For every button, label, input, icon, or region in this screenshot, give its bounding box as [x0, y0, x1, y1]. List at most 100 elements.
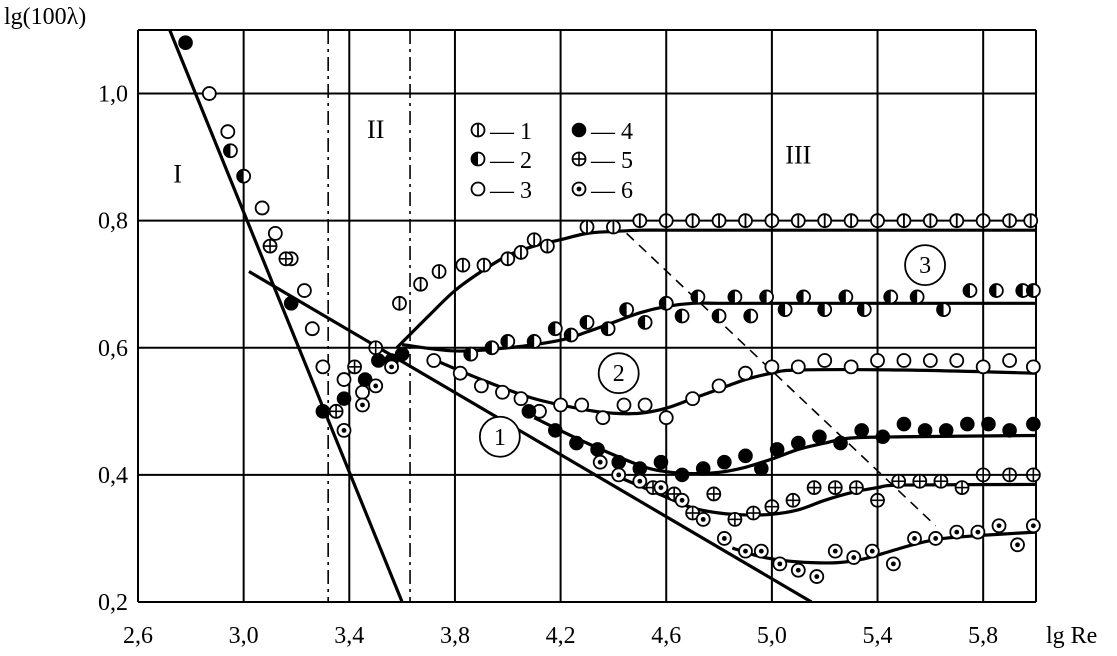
point-open — [685, 391, 701, 407]
svg-text:1: 1 — [494, 425, 506, 451]
y-tick-label: 0,2 — [98, 590, 128, 616]
point-filled — [357, 372, 373, 387]
legend-entry: — 6 — [571, 178, 633, 204]
curves — [168, 30, 1036, 602]
point-dot — [695, 511, 711, 527]
point-open — [315, 359, 331, 375]
point-half — [500, 334, 516, 349]
point-filled — [981, 416, 996, 432]
point-vbar — [513, 245, 529, 260]
point-half — [759, 289, 774, 305]
point-plus — [262, 238, 278, 254]
point-open — [616, 397, 632, 413]
point-plus — [278, 251, 294, 267]
point-dot — [716, 531, 732, 546]
point-open — [870, 353, 885, 368]
point-filled — [632, 461, 648, 476]
point-filled — [790, 435, 806, 451]
point-vbar — [738, 213, 753, 229]
point-vbar — [949, 213, 965, 229]
point-dot — [790, 562, 806, 578]
point-open — [658, 410, 674, 426]
point-plus — [891, 473, 907, 489]
y-tick-label: 0,4 — [98, 463, 128, 489]
y-tick-label: 1,0 — [98, 82, 128, 108]
point-dot — [949, 524, 965, 540]
point-open — [896, 353, 912, 368]
point-plus — [849, 480, 864, 496]
point-half — [658, 295, 674, 311]
point-dot — [885, 556, 901, 572]
point-plus — [785, 492, 801, 508]
point-vbar — [896, 213, 912, 229]
point-vbar — [843, 213, 859, 229]
point-vbar — [922, 213, 938, 229]
legend: — 1 — 2 — 3 — 4 — 5 — 6 — [470, 119, 633, 204]
point-filled — [1002, 423, 1017, 438]
point-open — [637, 397, 653, 413]
point-vbar — [817, 213, 833, 229]
point-plus — [954, 480, 970, 496]
point-filled — [896, 416, 912, 432]
legend-entry: — 5 — [571, 148, 633, 174]
point-plus — [1002, 467, 1017, 483]
point-dot — [827, 543, 843, 559]
point-plus — [368, 340, 384, 356]
point-dot — [753, 543, 769, 559]
legend-label: — 2 — [489, 148, 532, 174]
tick-labels: 2,6 3,0 3,4 3,8 4,2 4,6 5,0 5,4 5,8 0,2 0,4 0,6 0,8 1… — [98, 82, 998, 649]
svg-text:3: 3 — [919, 253, 931, 279]
point-dot — [991, 518, 1007, 534]
point-dot — [846, 550, 862, 565]
point-filled — [590, 442, 605, 457]
point-vbar — [539, 238, 555, 254]
point-open — [296, 283, 312, 298]
point-half — [600, 321, 616, 337]
point-filled — [178, 35, 193, 51]
point-filled — [738, 448, 753, 464]
point-open — [553, 397, 568, 413]
curve-number: 3 — [904, 244, 946, 287]
point-half — [236, 168, 252, 184]
point-dot — [674, 492, 690, 508]
region-label: I — [173, 160, 182, 189]
legend-marker-plus — [571, 151, 587, 167]
curve-number: 1 — [478, 415, 521, 458]
point-filled — [315, 404, 331, 419]
point-plus — [764, 499, 780, 515]
point-filled — [854, 423, 869, 438]
point-dot — [611, 467, 627, 483]
point-vbar — [711, 213, 727, 229]
data-points — [178, 35, 1041, 584]
point-half — [988, 283, 1004, 298]
x-tick-label: 4,2 — [546, 623, 576, 649]
point-dot — [738, 543, 753, 559]
point-open — [975, 359, 991, 375]
point-plus — [870, 492, 885, 508]
legend-label: — 3 — [489, 178, 532, 204]
legend-entry: — 2 — [470, 148, 532, 174]
point-open — [267, 225, 283, 241]
point-open — [426, 353, 442, 368]
legend-label: — 4 — [590, 119, 633, 145]
point-open — [790, 359, 806, 375]
point-vbar — [500, 251, 516, 267]
x-tick-label: 4,6 — [651, 623, 681, 649]
point-half — [727, 289, 743, 305]
point-open — [513, 391, 529, 407]
point-half — [743, 308, 759, 324]
point-plus — [706, 486, 722, 502]
point-half — [563, 327, 579, 343]
point-half — [619, 302, 635, 318]
point-dot — [336, 422, 352, 438]
point-vbar — [431, 264, 447, 279]
point-vbar — [975, 213, 991, 229]
point-half — [674, 308, 690, 324]
point-plus — [975, 467, 991, 483]
point-filled — [394, 346, 410, 362]
point-dot — [970, 524, 986, 540]
legend-label: — 5 — [590, 148, 633, 174]
point-open — [764, 359, 780, 375]
legend-marker-vbar — [470, 122, 486, 138]
point-open — [452, 365, 468, 381]
